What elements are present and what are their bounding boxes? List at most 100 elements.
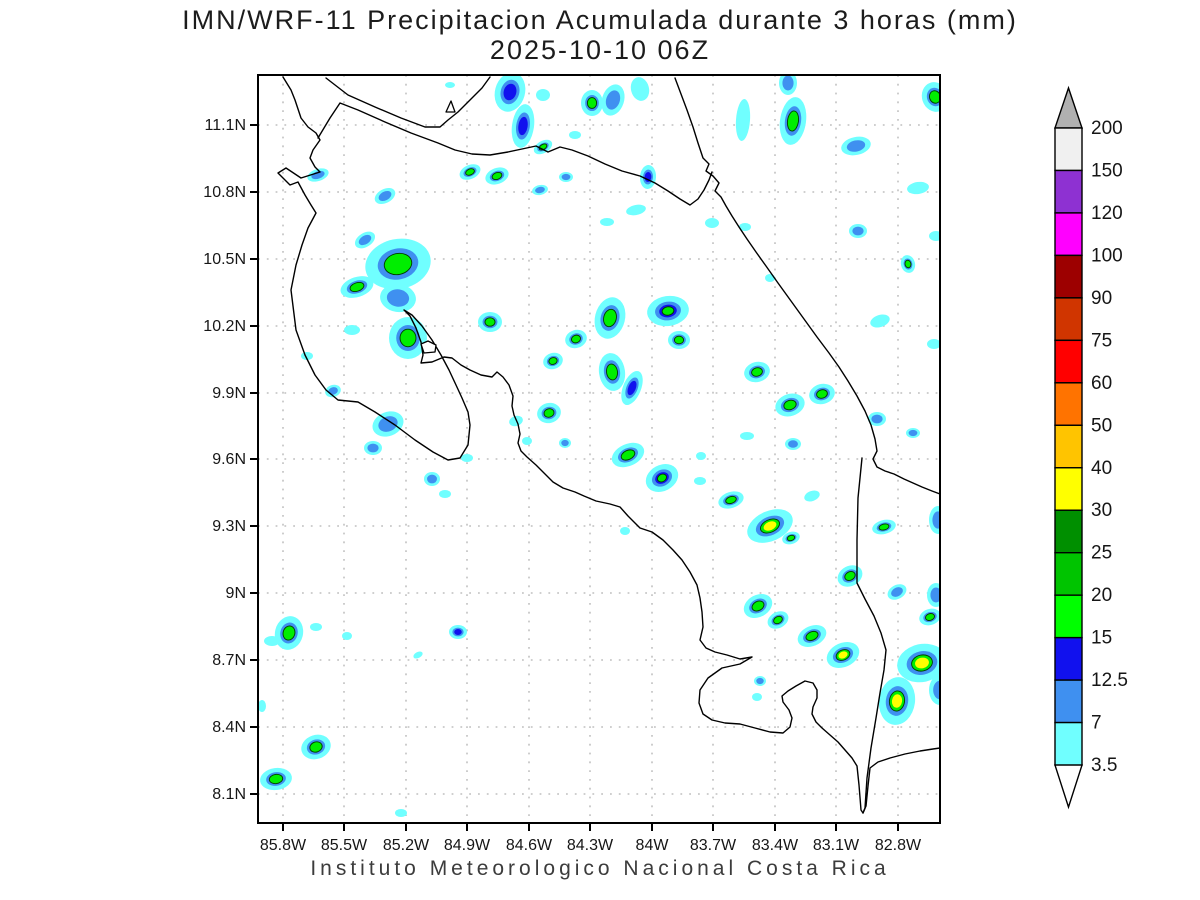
precip-cell-level-c	[929, 231, 940, 241]
precip-cell	[459, 164, 481, 180]
precip-cell	[754, 676, 766, 686]
precip-cell-level-g	[661, 306, 675, 316]
lat-tick-label: 9.3N	[212, 518, 246, 535]
precip-cell-level-c	[927, 339, 940, 349]
precip-cell	[511, 104, 535, 148]
precip-cell	[785, 438, 801, 450]
precip-cell-level-b	[788, 440, 798, 448]
precip-cell-level-b	[930, 587, 940, 603]
precip-cell	[494, 75, 526, 112]
precip-cell-level-g	[282, 625, 296, 641]
colorbar-box	[1054, 169, 1083, 214]
colorbar: 200 150 120 100 90 75 60 50 40 30 25 20 15 12.5 7 3.5	[1054, 85, 1128, 810]
page-subtitle-datetime: 2025-10-10 06Z	[489, 35, 711, 65]
precip-cell-level-c	[395, 809, 407, 817]
precip-cell	[907, 181, 929, 195]
precip-cell-level-c	[344, 325, 360, 335]
precip-cell-level-b	[908, 429, 918, 437]
precip-cell	[533, 139, 553, 155]
colorbar-level-label: 20	[1091, 585, 1112, 606]
precip-cell	[797, 625, 827, 647]
precip-cell-level-g	[484, 317, 496, 327]
precip-cell	[647, 295, 689, 327]
colorbar-level-label: 3.5	[1091, 755, 1117, 776]
lon-tick-label: 83.4W	[752, 837, 799, 854]
precip-cell-level-y	[763, 521, 777, 531]
precip-cell-level-g	[268, 773, 284, 785]
precip-cell-level-y	[915, 657, 929, 669]
precip-cell	[543, 352, 563, 370]
precip-cell-level-c	[439, 490, 451, 498]
precip-cell	[718, 491, 744, 509]
precip-cell-level-g	[929, 90, 940, 104]
precip-cell-level-g	[548, 357, 558, 365]
lat-tick-label: 9N	[226, 585, 246, 602]
colorbar-level-label: 30	[1091, 500, 1112, 521]
precip-cell	[559, 438, 571, 448]
precip-cell	[364, 441, 382, 455]
precip-cell-level-b	[561, 439, 569, 447]
colorbar-level-label: 120	[1091, 203, 1123, 224]
precip-cell	[372, 411, 404, 437]
precip-cell	[929, 231, 940, 241]
precip-cell	[601, 84, 625, 116]
precip-cell	[598, 353, 626, 391]
colorbar-box	[1054, 339, 1083, 384]
precip-cell-level-b	[378, 191, 392, 201]
precip-cell-level-b	[846, 140, 866, 152]
precip-cell-level-c	[740, 432, 754, 440]
precip-cell	[522, 437, 532, 445]
precip-cell-level-c	[569, 131, 581, 139]
lake-island	[445, 100, 456, 113]
axis-ticks	[250, 124, 899, 831]
precip-cell	[565, 329, 587, 349]
lon-tick-label: 85.5W	[321, 837, 368, 854]
precip-cell	[600, 218, 614, 226]
precip-cell-level-c	[626, 204, 646, 216]
lat-tick-label: 8.1N	[212, 786, 246, 803]
precip-cell-level-c	[705, 218, 719, 228]
precip-cell	[744, 361, 770, 383]
precip-cell-level-c	[600, 218, 614, 226]
precip-cell	[449, 625, 467, 639]
precip-cell	[532, 184, 548, 196]
precip-cell	[694, 477, 706, 485]
precip-cell	[536, 89, 550, 101]
border-panama	[856, 457, 887, 814]
precip-cell	[921, 82, 940, 112]
precip-cell-level-b	[756, 677, 764, 685]
precip-cell-level-b	[933, 680, 940, 700]
lon-tick-label: 83.7W	[690, 837, 737, 854]
precip-cell	[837, 565, 863, 587]
precip-cell-level-d	[454, 629, 462, 635]
precip-cell-level-c	[522, 437, 532, 445]
precip-cell-level-g	[465, 168, 475, 176]
precip-cell	[927, 339, 940, 349]
colorbar-box	[1054, 297, 1083, 342]
precip-cell	[626, 204, 646, 216]
precip-cell	[310, 623, 322, 631]
colorbar-box	[1054, 594, 1083, 639]
precip-cell	[872, 519, 896, 535]
precip-cell-level-g	[349, 281, 365, 293]
colorbar-box	[1054, 679, 1083, 724]
lon-tick-label: 82.8W	[875, 837, 922, 854]
precip-cell	[365, 238, 431, 290]
precip-cell	[424, 472, 440, 486]
precip-cell-level-g	[383, 252, 413, 276]
lat-tick-label: 9.6N	[212, 451, 246, 468]
precip-cell-level-b	[427, 474, 437, 484]
precip-cell-level-g	[844, 571, 856, 581]
precip-cell	[461, 454, 473, 462]
colorbar-box	[1054, 424, 1083, 469]
precip-cell	[705, 218, 719, 228]
colorbar-level-label: 40	[1091, 458, 1112, 479]
colorbar-level-label: 60	[1091, 373, 1112, 394]
precip-cell-level-c	[536, 89, 550, 101]
precip-cell	[740, 432, 754, 440]
precip-cell-level-y	[891, 694, 903, 708]
precip-cell-level-c	[735, 99, 751, 141]
lon-tick-label: 85.2W	[383, 837, 430, 854]
precip-cell	[274, 616, 304, 650]
precip-cell	[645, 464, 679, 492]
